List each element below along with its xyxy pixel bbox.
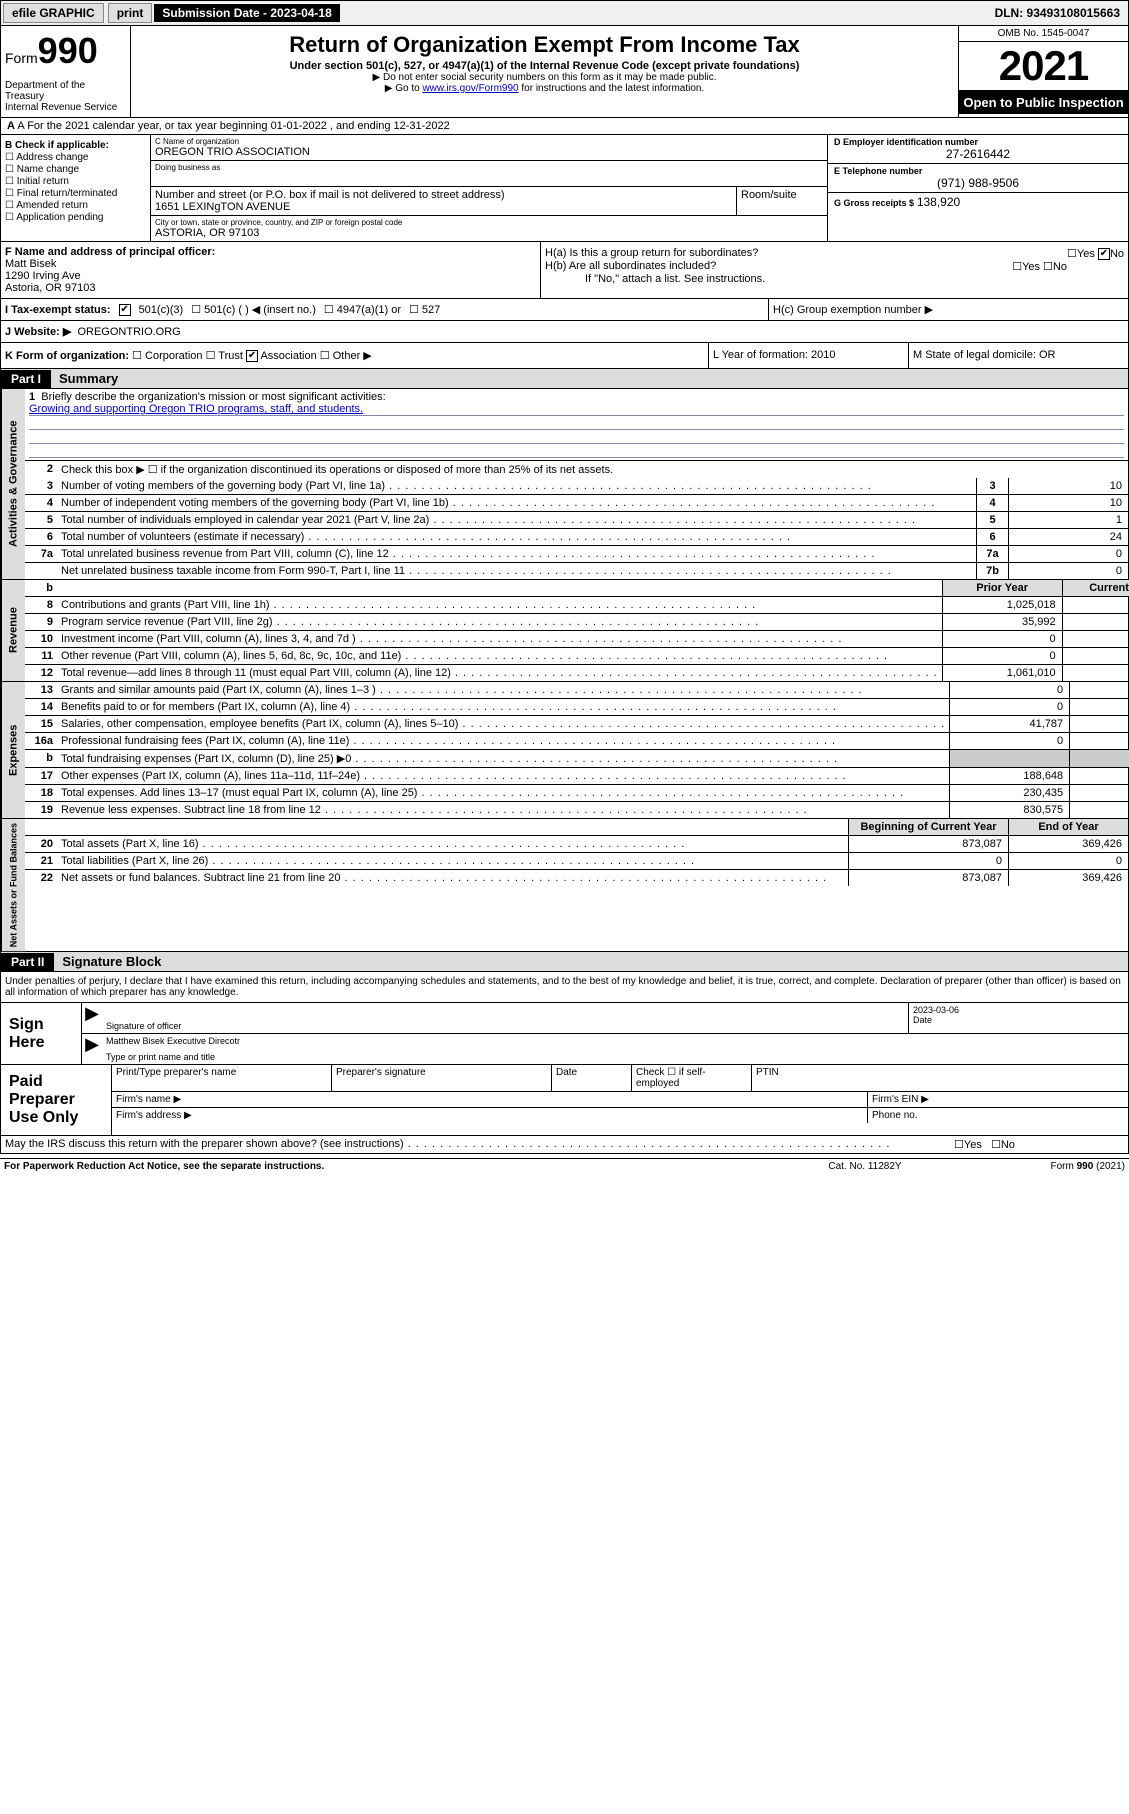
part1-netassets: Net Assets or Fund Balances Beginning of… <box>0 819 1129 952</box>
side-revenue: Revenue <box>1 580 25 681</box>
line-a: A A For the 2021 calendar year, or tax y… <box>0 118 1129 135</box>
sign-here-block: Sign Here ▶ Signature of officer 2023-03… <box>0 1003 1129 1065</box>
page-footer: For Paperwork Reduction Act Notice, see … <box>0 1158 1129 1174</box>
gov-row: 4 Number of independent voting members o… <box>25 495 1128 512</box>
paid-preparer-block: Paid Preparer Use Only Print/Type prepar… <box>0 1065 1129 1136</box>
chk-initial-return[interactable]: Initial return <box>5 176 146 187</box>
dln-label: DLN: 93493108015663 <box>987 4 1128 22</box>
part1-header: Part I Summary <box>0 369 1129 389</box>
chk-application-pending[interactable]: Application pending <box>5 212 146 223</box>
table-row: 14 Benefits paid to or for members (Part… <box>25 699 1129 716</box>
officer-printed-name: Matthew Bisek Executive Direcotr <box>106 1036 1124 1052</box>
block-k-l-m: K Form of organization: ☐ Corporation ☐ … <box>0 343 1129 369</box>
dept-label: Department of the Treasury Internal Reve… <box>5 80 126 113</box>
box-b: B Check if applicable: Address change Na… <box>1 135 151 241</box>
signature-arrow-icon: ▶ <box>82 1003 102 1033</box>
officer-addr2: Astoria, OR 97103 <box>5 282 536 294</box>
chk-final-return[interactable]: Final return/terminated <box>5 188 146 199</box>
gov-row: 6 Total number of volunteers (estimate i… <box>25 529 1128 546</box>
box-hc: H(c) Group exemption number ▶ <box>768 299 1128 320</box>
box-h: H(a) Is this a group return for subordin… <box>541 242 1128 298</box>
block-f-h: F Name and address of principal officer:… <box>0 242 1129 299</box>
table-row: b Total fundraising expenses (Part IX, c… <box>25 750 1129 768</box>
table-row: 8 Contributions and grants (Part VIII, l… <box>25 597 1129 614</box>
signature-date: 2023-03-06 <box>913 1005 1124 1015</box>
mission-text[interactable]: Growing and supporting Oregon TRIO progr… <box>29 403 363 415</box>
table-row: 17 Other expenses (Part IX, column (A), … <box>25 768 1129 785</box>
subtitle-3: ▶ Go to www.irs.gov/Form990 for instruct… <box>139 83 950 94</box>
gov-row: 3 Number of voting members of the govern… <box>25 478 1128 495</box>
part1-expenses: Expenses 13 Grants and similar amounts p… <box>0 682 1129 819</box>
table-row: 19 Revenue less expenses. Subtract line … <box>25 802 1129 818</box>
website: OREGONTRIO.ORG <box>77 326 180 338</box>
top-toolbar: efile GRAPHIC print Submission Date - 20… <box>0 0 1129 26</box>
org-name: OREGON TRIO ASSOCIATION <box>155 146 823 158</box>
part1-governance: Activities & Governance 1 Briefly descri… <box>0 389 1129 580</box>
side-governance: Activities & Governance <box>1 389 25 579</box>
table-row: 11 Other revenue (Part VIII, column (A),… <box>25 648 1129 665</box>
efile-label: efile GRAPHIC <box>3 3 104 23</box>
form-header: Form990 Department of the Treasury Inter… <box>0 26 1129 118</box>
ha-no-checkbox <box>1098 248 1110 260</box>
open-public: Open to Public Inspection <box>959 91 1128 114</box>
gov-row: 7a Total unrelated business revenue from… <box>25 546 1128 563</box>
table-row: 9 Program service revenue (Part VIII, li… <box>25 614 1129 631</box>
box-c: C Name of organization OREGON TRIO ASSOC… <box>151 135 828 241</box>
box-l: L Year of formation: 2010 <box>708 343 908 368</box>
print-button[interactable]: print <box>108 3 153 23</box>
block-i: I Tax-exempt status: 501(c)(3) ☐ 501(c) … <box>0 299 1129 321</box>
subtitle-1: Under section 501(c), 527, or 4947(a)(1)… <box>139 60 950 72</box>
table-row: 22 Net assets or fund balances. Subtract… <box>25 870 1128 886</box>
side-netassets: Net Assets or Fund Balances <box>1 819 25 951</box>
association-checkbox <box>246 350 258 362</box>
table-row: 10 Investment income (Part VIII, column … <box>25 631 1129 648</box>
table-row: 13 Grants and similar amounts paid (Part… <box>25 682 1129 699</box>
tax-year: 2021 <box>959 42 1128 91</box>
table-row: 16a Professional fundraising fees (Part … <box>25 733 1129 750</box>
ein: 27-2616442 <box>834 147 1122 161</box>
block-j: J Website: ▶ OREGONTRIO.ORG <box>0 321 1129 343</box>
table-row: 21 Total liabilities (Part X, line 26) 0… <box>25 853 1128 870</box>
name-arrow-icon: ▶ <box>82 1034 102 1064</box>
part2-header: Part II Signature Block <box>0 952 1129 972</box>
chk-amended-return[interactable]: Amended return <box>5 200 146 211</box>
box-m: M State of legal domicile: OR <box>908 343 1128 368</box>
discuss-row: May the IRS discuss this return with the… <box>0 1136 1129 1154</box>
declaration-text: Under penalties of perjury, I declare th… <box>0 972 1129 1003</box>
street-address: 1651 LEXINgTON AVENUE <box>155 201 732 213</box>
officer-addr1: 1290 Irving Ave <box>5 270 536 282</box>
form-number: Form990 <box>5 30 126 72</box>
table-row: 18 Total expenses. Add lines 13–17 (must… <box>25 785 1129 802</box>
box-d-e-g: D Employer identification number 27-2616… <box>828 135 1128 241</box>
gross-receipts: 138,920 <box>917 195 960 209</box>
table-row: 20 Total assets (Part X, line 16) 873,08… <box>25 836 1128 853</box>
city-state-zip: ASTORIA, OR 97103 <box>155 227 823 239</box>
instructions-link[interactable]: www.irs.gov/Form990 <box>422 83 518 94</box>
table-row: 12 Total revenue—add lines 8 through 11 … <box>25 665 1129 681</box>
chk-address-change[interactable]: Address change <box>5 152 146 163</box>
chk-name-change[interactable]: Name change <box>5 164 146 175</box>
table-row: 15 Salaries, other compensation, employe… <box>25 716 1129 733</box>
officer-name: Matt Bisek <box>5 258 536 270</box>
phone: (971) 988-9506 <box>834 176 1122 190</box>
side-expenses: Expenses <box>1 682 25 818</box>
501c3-checkbox <box>119 304 131 316</box>
gov-row: Net unrelated business taxable income fr… <box>25 563 1128 579</box>
submission-date: Submission Date - 2023-04-18 <box>154 4 339 22</box>
omb-number: OMB No. 1545-0047 <box>959 26 1128 42</box>
subtitle-2: ▶ Do not enter social security numbers o… <box>139 72 950 83</box>
box-f: F Name and address of principal officer:… <box>1 242 541 298</box>
part1-revenue: Revenue b Prior Year Current Year 8 Cont… <box>0 580 1129 682</box>
form-title: Return of Organization Exempt From Incom… <box>139 32 950 58</box>
gov-row: 5 Total number of individuals employed i… <box>25 512 1128 529</box>
block-b-to-g: B Check if applicable: Address change Na… <box>0 135 1129 242</box>
